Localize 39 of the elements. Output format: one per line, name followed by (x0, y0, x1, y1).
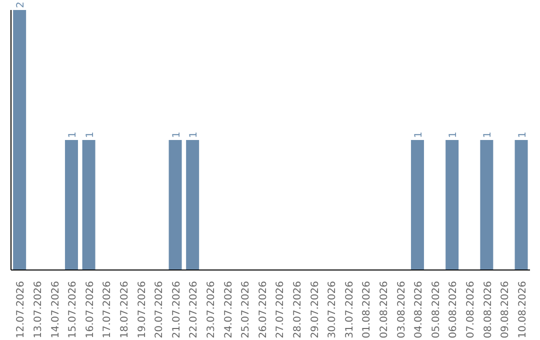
x-tick-label: 17.07.2026 (102, 281, 114, 338)
data-label: 1 (448, 132, 460, 138)
x-tick-label: 22.07.2026 (188, 281, 200, 338)
x-tick-label: 04.08.2026 (414, 281, 425, 338)
data-label: 2 (16, 2, 27, 8)
x-tick-label: 30.07.2026 (327, 281, 338, 338)
x-tick-label: 07.08.2026 (465, 281, 476, 338)
x-tick-label: 05.08.2026 (430, 281, 442, 338)
x-tick-label: 18.07.2026 (119, 281, 130, 338)
x-tick-label: 10.08.2026 (517, 281, 528, 338)
x-tick-label: 01.08.2026 (362, 281, 373, 338)
x-tick-label: 27.07.2026 (275, 281, 286, 338)
x-tick-label: 24.07.2026 (223, 281, 234, 338)
x-tick-label: 23.07.2026 (206, 281, 217, 338)
data-label: 1 (413, 132, 424, 138)
data-label: 1 (84, 132, 96, 138)
data-label: 1 (517, 132, 528, 138)
x-tick-label: 13.07.2026 (32, 281, 44, 338)
x-tick-label: 31.07.2026 (344, 281, 356, 338)
x-tick-label: 26.07.2026 (258, 281, 269, 338)
x-tick-label: 15.07.2026 (68, 281, 79, 338)
x-tick-label: 14.07.2026 (50, 281, 62, 338)
x-tick-label: 21.07.2026 (171, 281, 182, 338)
x-tick-label: 08.08.2026 (482, 281, 494, 338)
x-tick-label: 12.07.2026 (16, 281, 27, 338)
data-label: 1 (482, 132, 494, 138)
x-tick-label: 29.07.2026 (310, 281, 321, 338)
data-label: 1 (171, 132, 182, 138)
x-tick-label: 03.08.2026 (396, 281, 408, 338)
x-tick-label: 09.08.2026 (500, 281, 512, 338)
x-tick-label: 02.08.2026 (378, 281, 390, 338)
data-label: 1 (188, 132, 200, 138)
x-tick-label: 16.07.2026 (84, 281, 96, 338)
x-tick-label: 20.07.2026 (154, 281, 166, 338)
x-tick-label: 25.07.2026 (240, 281, 252, 338)
x-tick-label: 19.07.2026 (136, 281, 148, 338)
data-label: 1 (67, 132, 78, 138)
x-tick-label: 28.07.2026 (292, 281, 304, 338)
x-tick-label: 06.08.2026 (448, 281, 460, 338)
